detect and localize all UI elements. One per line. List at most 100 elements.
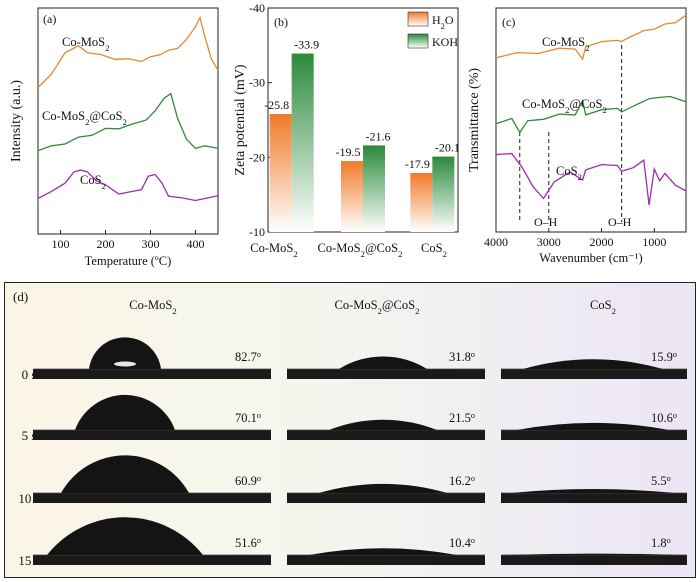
bar-0-0 <box>269 114 292 232</box>
legend-label-1-part: KOH <box>432 35 458 49</box>
panel-label: (b) <box>274 15 288 29</box>
x-tick-label: 400 <box>187 237 205 251</box>
legend-label-1: KOH <box>432 35 458 49</box>
contact-angle-label-part: 82.7 <box>235 350 257 364</box>
substrate <box>287 430 485 440</box>
panel-b: (b) -10 -20 -30 -40 Zeta potential (mV) H2O KOH… <box>232 0 464 280</box>
substrate <box>287 493 485 503</box>
contact-angle-label-part: 10.6 <box>651 411 673 425</box>
bar-0-1 <box>341 161 363 232</box>
category-label-0: Co-MoS2 <box>250 241 297 259</box>
series-line-0 <box>495 14 687 61</box>
series-label-1-part: Co-MoS <box>522 97 565 111</box>
contact-angle-label: 82.7o <box>235 350 261 365</box>
contact-angle-label-part: o <box>471 536 475 545</box>
bar-data-label: -19.5 <box>336 145 361 159</box>
series-label-0: Co-MoS2 <box>62 35 109 53</box>
droplet <box>517 422 669 430</box>
bar-data-label: -17.9 <box>405 157 430 171</box>
contact-angle-label: 1.8o <box>651 536 671 551</box>
substrate <box>501 555 687 565</box>
droplet <box>61 455 189 493</box>
category-label-1-part: 2 <box>361 249 365 259</box>
contact-angle-label-part: o <box>257 411 261 420</box>
category-label-2-part: 2 <box>443 249 447 259</box>
column-title-2-part: CoS <box>590 298 612 312</box>
droplet <box>339 356 427 369</box>
substrate <box>33 369 271 379</box>
oh-annotation-1: O–H <box>608 215 632 229</box>
oh-annotation-0: O–H <box>534 215 558 229</box>
time-label: 5 s <box>22 428 37 443</box>
series-label-0-part: Co-MoS <box>542 35 585 49</box>
x-axis-label: Wavenumber (cm⁻¹) <box>539 251 642 265</box>
droplet <box>319 483 447 493</box>
x-axis-label: Temperature (ºC) <box>85 254 172 268</box>
contact-angle-label: 31.8o <box>449 350 475 365</box>
column-title-0-part: 2 <box>172 306 176 316</box>
series-line-1 <box>495 95 687 134</box>
category-label-1-part: @CoS <box>365 241 398 255</box>
droplet <box>47 517 203 555</box>
series-label-0-part: 2 <box>105 43 109 53</box>
series-line-1 <box>37 92 219 152</box>
y-axis-label: Transmittance (%) <box>467 68 482 172</box>
series-line-0 <box>37 15 219 88</box>
y-tick-label: -10 <box>249 225 265 239</box>
contact-angle-label: 16.2o <box>449 474 475 489</box>
x-tick-label: 100 <box>52 237 70 251</box>
panel-label: (a) <box>43 12 56 26</box>
category-label-2: CoS2 <box>421 241 447 259</box>
y-tick-label: -30 <box>249 76 265 90</box>
series-label-2-part: 2 <box>578 172 582 182</box>
y-axis-label: Zeta potential (mV) <box>233 64 248 176</box>
plot-frame <box>495 7 687 233</box>
contact-angle-label-part: 21.5 <box>449 411 471 425</box>
series-label-1-part: 2 <box>123 117 127 127</box>
contact-angle-label-part: 5.5 <box>651 474 667 488</box>
contact-angle-label-part: o <box>257 350 261 359</box>
legend-label-0-part: H <box>432 13 441 27</box>
droplet <box>89 337 161 369</box>
contact-angle-label: 5.5o <box>651 474 671 489</box>
y-tick-label: -40 <box>249 1 265 15</box>
category-label-1-part: 2 <box>398 249 402 259</box>
bar-0-2 <box>410 173 433 232</box>
bar-data-label: -21.6 <box>366 129 391 143</box>
panel-a: (a) 100 200 300 400 Temperature (ºC) Intensity… <box>0 0 232 280</box>
column-title-2: CoS2 <box>590 298 616 316</box>
droplet <box>523 359 663 369</box>
series-label-1: Co-MoS2@CoS2 <box>522 97 607 115</box>
contact-angle-label-part: 51.6 <box>235 536 257 550</box>
contact-angle-label-part: o <box>471 474 475 483</box>
time-label: 0 s <box>22 367 37 382</box>
contact-angle-label: 60.9o <box>235 474 261 489</box>
category-label-1: Co-MoS2@CoS2 <box>318 241 403 259</box>
droplet <box>75 394 175 430</box>
contact-angle-label-part: o <box>667 536 671 545</box>
droplet <box>511 489 675 493</box>
series-label-2: CoS2 <box>556 164 582 182</box>
legend-swatch-0 <box>407 11 429 27</box>
contact-angle-label-part: o <box>257 474 261 483</box>
series-label-1-part: 2 <box>85 117 89 127</box>
series-label-2-part: 2 <box>102 181 106 191</box>
contact-angle-label-part: 10.4 <box>449 536 472 550</box>
contact-angle-label: 10.4o <box>449 536 475 551</box>
bar-data-label: -33.9 <box>294 38 319 52</box>
contact-angle-label-part: 1.8 <box>651 536 667 550</box>
series-line-2 <box>37 169 219 202</box>
column-title-1-part: 2 <box>378 306 382 316</box>
contact-angle-label-part: o <box>673 411 677 420</box>
column-title-0-part: Co-MoS <box>129 298 172 312</box>
column-title-1-part: Co-MoS <box>335 298 378 312</box>
bar-1-0 <box>291 53 314 233</box>
substrate <box>33 493 271 503</box>
contact-angle-label-part: 15.9 <box>651 350 673 364</box>
panel-a-chart: (a) 100 200 300 400 Temperature (ºC) Intensity… <box>9 7 219 268</box>
contact-angle-label-part: o <box>257 536 261 545</box>
bar-data-label: -25.8 <box>264 98 289 112</box>
contact-angle-label: 10.6o <box>651 411 677 426</box>
x-tick-label: 1000 <box>642 235 666 249</box>
